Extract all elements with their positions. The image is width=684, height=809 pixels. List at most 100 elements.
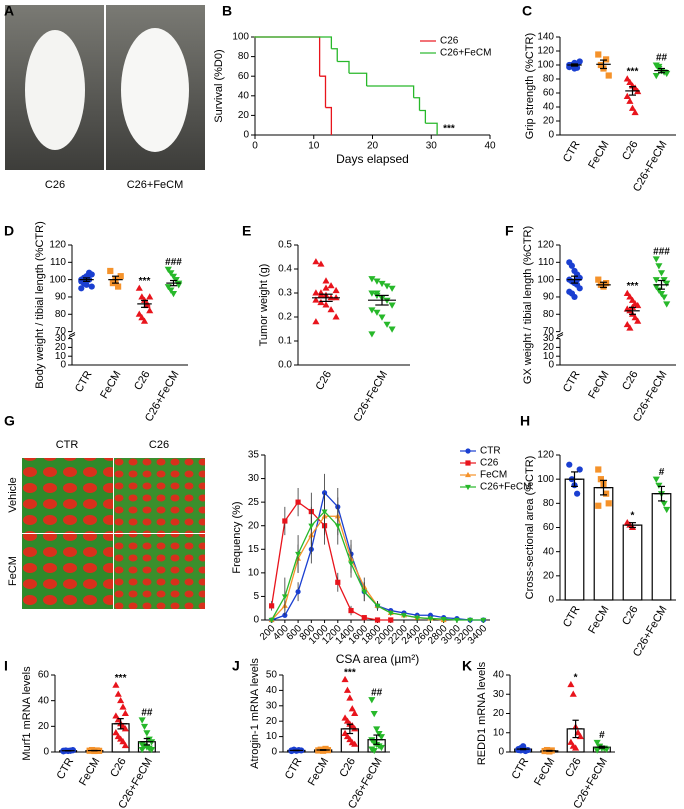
data-point [115,283,122,290]
y-tick-label: 80 [55,309,67,320]
data-point [312,318,320,325]
data-point [321,509,328,515]
data-point [373,726,381,733]
panel-label: H [520,413,530,429]
data-point [146,293,154,300]
data-point [341,675,349,683]
data-point [387,610,394,617]
data-point [107,267,114,275]
data-point [652,256,660,263]
significance-label: *** [115,673,127,684]
axis-break [68,334,76,339]
significance-label: # [599,730,605,741]
legend-label: C26+FeCM [440,48,491,59]
y-tick-label: 15 [248,544,260,555]
data-point [269,603,275,609]
legend-label: CTR [480,446,501,457]
data-point [351,740,359,747]
data-point [282,518,288,524]
data-point [655,63,663,71]
significance-label: # [659,467,665,478]
data-point [628,296,637,303]
y-tick-label: 20 [38,721,50,732]
y-tick-label: 10 [266,731,278,742]
data-point [652,73,660,80]
data-point [295,499,301,505]
data-point [597,61,604,69]
y-tick-label: 0 [271,747,277,758]
data-point [322,301,330,308]
data-point [383,297,391,304]
y-tick-label: 35 [248,450,260,461]
x-tick-label: CTR [73,369,95,395]
y-tick-label: 100 [537,60,554,71]
panel-label: A [4,3,14,19]
data-point [605,500,612,507]
data-point [143,300,151,307]
data-point [167,270,175,277]
data-point [626,307,634,314]
y-tick-label: 110 [538,257,554,268]
y-tick-label: 70 [55,326,67,337]
x-tick-label: C26 [620,369,640,392]
y-tick-label: 100 [232,32,249,43]
x-tick-label: FeCM [306,756,331,788]
legend-label: C26+FeCM [480,482,531,493]
data-point [572,744,580,751]
significance-label: ### [165,257,182,268]
y-tick-label: 10 [55,351,67,362]
data-point [652,284,660,291]
y-tick-label: 20 [543,342,555,353]
data-point [374,617,381,623]
data-point [628,303,637,310]
data-point [378,314,386,321]
y-tick-label: 0 [498,747,504,758]
y-tick-label: 80 [543,74,555,85]
data-point [567,680,575,688]
data-point [652,277,660,284]
panel-label: K [462,658,472,674]
data-point [312,289,320,296]
y-tick-label: 30 [266,700,278,711]
data-point [346,694,354,701]
y-tick-label: 60 [543,88,555,99]
panel-label: B [222,3,232,19]
data-point [138,314,146,321]
y-axis-label: Grip strength (%CTR) [524,33,536,139]
data-point [135,310,143,317]
x-tick-label: C26 [620,604,640,627]
data-point [348,705,356,712]
x-tick-label: FeCM [77,756,102,788]
data-point [117,696,125,704]
data-point [663,506,671,514]
data-point [374,603,381,609]
data-point [282,612,288,618]
step-segment [319,75,327,108]
data-point [169,291,178,298]
mouse [25,30,85,150]
y-tick-label: 0.5 [278,240,292,251]
y-tick-label: 0 [60,360,66,371]
micrograph [22,534,113,609]
y-tick-label: 40 [266,685,278,696]
data-point [383,283,391,290]
data-point [368,697,376,704]
data-point [628,104,637,111]
step-segment [337,60,350,74]
x-tick-label: FeCM [98,369,123,401]
data-point [603,56,610,63]
micrograph [114,534,205,609]
y-tick-label: 60 [38,670,50,681]
data-point [140,723,149,731]
data-point [361,589,368,595]
x-tick-label: FeCM [586,139,611,171]
data-point [567,738,575,745]
x-tick-label: C26 [132,369,152,392]
data-point [373,290,381,297]
data-point [295,589,301,595]
data-point [119,738,127,745]
y-tick-label: 0 [43,747,49,758]
significance-label: *** [443,124,455,135]
data-point [334,523,341,529]
legend-marker [465,460,471,466]
